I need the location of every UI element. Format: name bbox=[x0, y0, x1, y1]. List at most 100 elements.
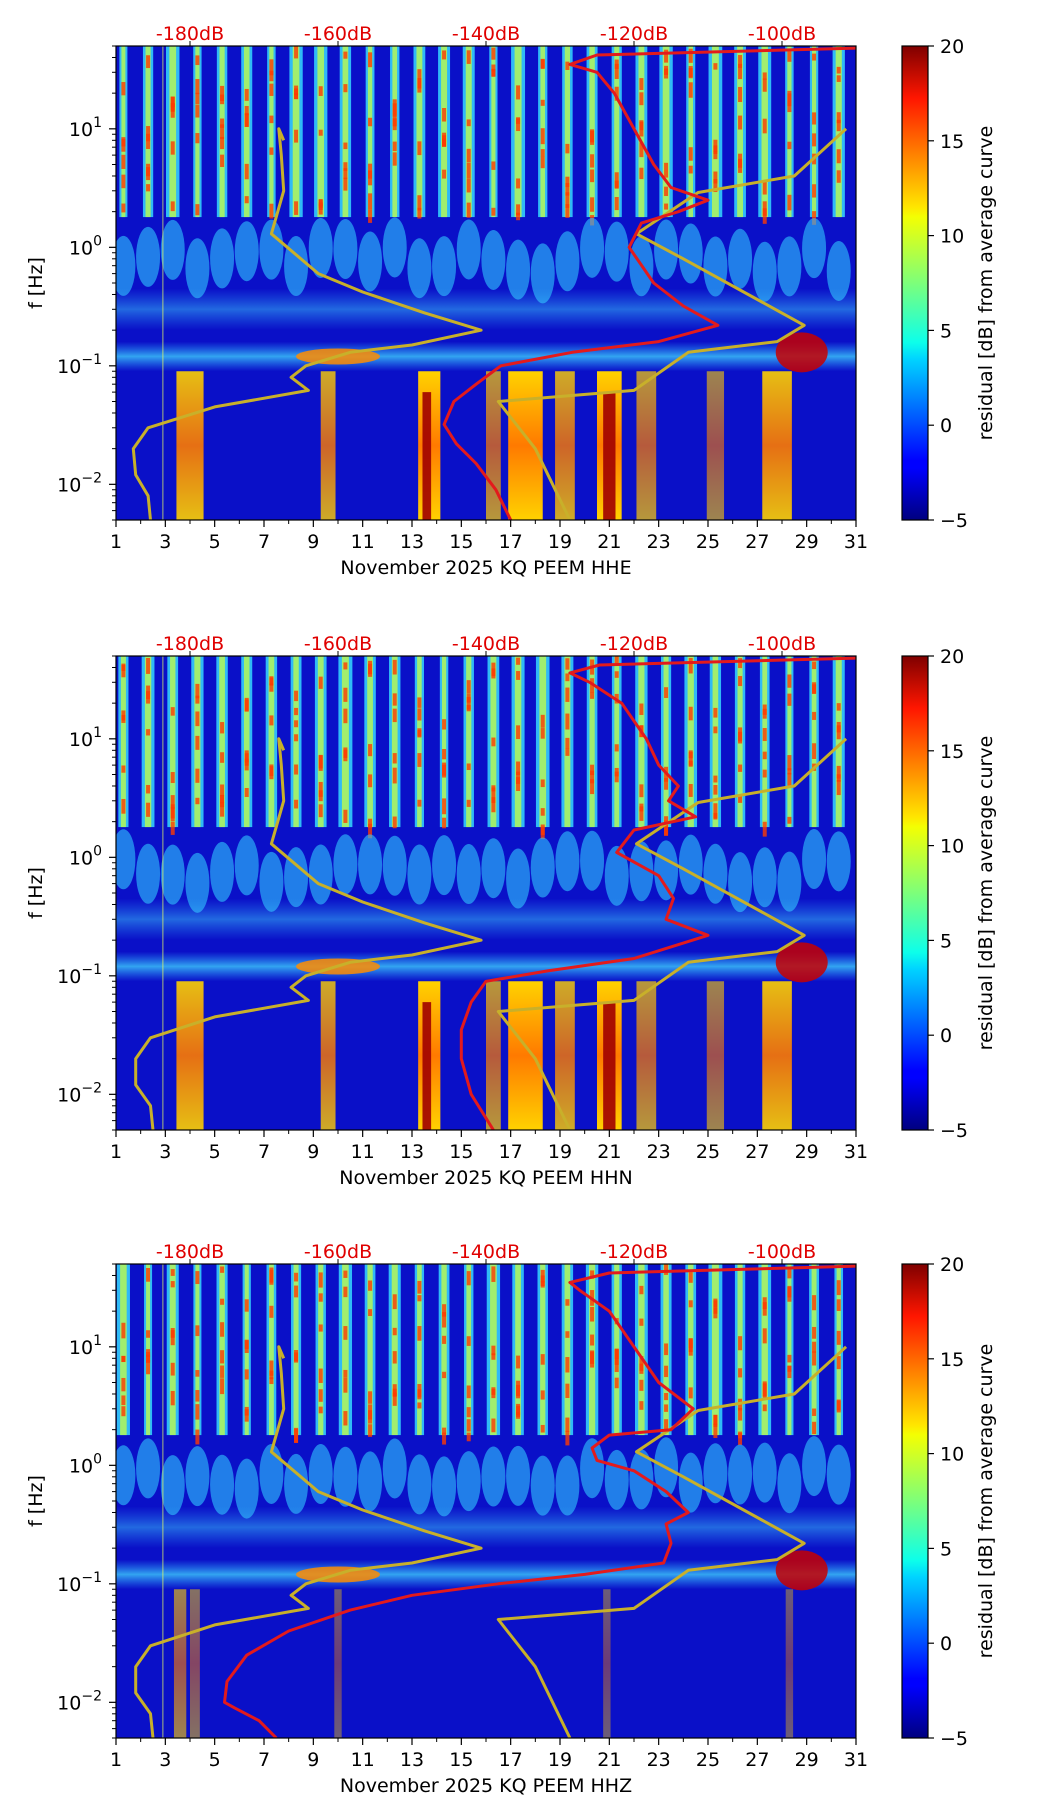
x-axis-title: November 2025 KQ PEEM HHN bbox=[339, 1167, 632, 1189]
x-tick-label: 17 bbox=[499, 531, 523, 553]
x-tick-label: 29 bbox=[795, 531, 819, 553]
x-axis-title: November 2025 KQ PEEM HHZ bbox=[340, 1775, 632, 1797]
x-tick-label: 11 bbox=[351, 531, 375, 553]
x-tick-label: 15 bbox=[449, 531, 473, 553]
colorbar-tick-label: 10 bbox=[940, 226, 964, 248]
colorbar-tick-label: 15 bbox=[940, 1349, 964, 1371]
y-tick-label: 10−2 bbox=[57, 470, 102, 496]
x-tick-label: 3 bbox=[159, 531, 171, 553]
colorbar: −5 0 5 10 15 20 residual [dB] from average cur… bbox=[901, 1254, 997, 1750]
colorbar-tick-label: 5 bbox=[940, 320, 952, 342]
x-tick-label: 23 bbox=[647, 531, 671, 553]
spectrogram-image bbox=[116, 1264, 856, 1738]
x-axis-title: November 2025 KQ PEEM HHE bbox=[340, 557, 631, 579]
top-axis-label: -100dB bbox=[748, 1241, 816, 1263]
top-axis-label: -180dB bbox=[156, 23, 224, 45]
y-tick-label: 100 bbox=[69, 233, 102, 259]
y-axis-title: f [Hz] bbox=[25, 867, 47, 919]
y-tick-label: 10−1 bbox=[57, 352, 102, 378]
colorbar-tick-label: 20 bbox=[940, 646, 964, 668]
x-tick-label: 5 bbox=[209, 1749, 221, 1771]
y-tick-label: 10−2 bbox=[57, 1080, 102, 1106]
colorbar-tick-label: 10 bbox=[940, 836, 964, 858]
red-curve bbox=[223, 1264, 856, 1738]
colorbar-tick-label: −5 bbox=[940, 1728, 968, 1750]
y-tick-label: 10−1 bbox=[57, 1570, 102, 1596]
colorbar-tick-label: 15 bbox=[940, 131, 964, 153]
colorbar-tick-label: 0 bbox=[940, 1633, 952, 1655]
colorbar: −5 0 5 10 15 20 residual [dB] from average cur… bbox=[901, 36, 997, 532]
x-tick-label: 31 bbox=[844, 531, 868, 553]
colorbar-tick-label: 0 bbox=[940, 1025, 952, 1047]
x-tick-label: 1 bbox=[110, 1749, 122, 1771]
colorbar-tick-label: 5 bbox=[940, 1538, 952, 1560]
top-axis-label: -160dB bbox=[304, 23, 372, 45]
colorbar-tick-label: −5 bbox=[940, 1120, 968, 1142]
x-tick-label: 7 bbox=[258, 1141, 270, 1163]
x-tick-label: 31 bbox=[844, 1141, 868, 1163]
x-tick-label: 11 bbox=[351, 1141, 375, 1163]
x-tick-label: 19 bbox=[548, 1141, 572, 1163]
red-curve bbox=[442, 46, 856, 520]
top-axis-label: -180dB bbox=[156, 633, 224, 655]
top-axis-label: -120dB bbox=[600, 23, 668, 45]
top-axis-label: -160dB bbox=[304, 1241, 372, 1263]
gold-curve-left bbox=[131, 127, 483, 520]
gold-curve-right bbox=[496, 127, 848, 520]
x-tick-label: 23 bbox=[647, 1141, 671, 1163]
panel-hhe: 1 3 5 7 9 11 13 15 17 19 21 23 25 27 29 3110−210−110010… bbox=[25, 23, 997, 579]
y-axis-title: f [Hz] bbox=[25, 1475, 47, 1527]
x-tick-label: 23 bbox=[647, 1749, 671, 1771]
colorbar-tick-label: 15 bbox=[940, 741, 964, 763]
x-tick-label: 13 bbox=[400, 1141, 424, 1163]
panel-hhn: 1 3 5 7 9 11 13 15 17 19 21 23 25 27 29 3110−210−110010… bbox=[25, 633, 997, 1189]
y-tick-label: 101 bbox=[69, 115, 102, 141]
x-tick-label: 9 bbox=[307, 1749, 319, 1771]
y-tick-label: 100 bbox=[69, 843, 102, 869]
y-tick-label: 101 bbox=[69, 725, 102, 751]
colorbar-title: residual [dB] from average curve bbox=[975, 1344, 997, 1659]
colorbar-gradient bbox=[901, 1263, 929, 1739]
x-tick-label: 17 bbox=[499, 1141, 523, 1163]
x-tick-label: 19 bbox=[548, 1749, 572, 1771]
spectrogram-image bbox=[116, 656, 856, 1130]
x-tick-label: 3 bbox=[159, 1749, 171, 1771]
colorbar-tick-label: 10 bbox=[940, 1444, 964, 1466]
red-curve bbox=[459, 656, 856, 1130]
x-tick-label: 21 bbox=[597, 1141, 621, 1163]
x-tick-label: 7 bbox=[258, 531, 270, 553]
x-tick-label: 9 bbox=[307, 1141, 319, 1163]
x-tick-label: 21 bbox=[597, 531, 621, 553]
y-tick-label: 100 bbox=[69, 1451, 102, 1477]
colorbar-gradient bbox=[901, 45, 929, 521]
x-tick-label: 27 bbox=[745, 531, 769, 553]
colorbar-tick-label: 0 bbox=[940, 415, 952, 437]
x-tick-label: 17 bbox=[499, 1749, 523, 1771]
x-tick-label: 13 bbox=[400, 1749, 424, 1771]
x-tick-label: 13 bbox=[400, 531, 424, 553]
top-axis-label: -140dB bbox=[452, 633, 520, 655]
panel-hhz: 1 3 5 7 9 11 13 15 17 19 21 23 25 27 29 3110−210−110010… bbox=[25, 1241, 997, 1797]
colorbar-gradient bbox=[901, 655, 929, 1131]
top-axis-label: -180dB bbox=[156, 1241, 224, 1263]
colorbar: −5 0 5 10 15 20 residual [dB] from average cur… bbox=[901, 646, 997, 1142]
top-axis-label: -140dB bbox=[452, 23, 520, 45]
colorbar-title: residual [dB] from average curve bbox=[975, 736, 997, 1051]
top-axis-label: -100dB bbox=[748, 633, 816, 655]
top-axis-label: -140dB bbox=[452, 1241, 520, 1263]
gold-curve-right bbox=[496, 1345, 848, 1738]
gold-curve-left bbox=[134, 737, 483, 1130]
x-tick-label: 29 bbox=[795, 1749, 819, 1771]
x-tick-label: 3 bbox=[159, 1141, 171, 1163]
top-axis-label: -120dB bbox=[600, 1241, 668, 1263]
x-tick-label: 25 bbox=[696, 531, 720, 553]
x-tick-label: 21 bbox=[597, 1749, 621, 1771]
x-tick-label: 7 bbox=[258, 1749, 270, 1771]
colorbar-tick-label: 5 bbox=[940, 930, 952, 952]
top-axis-label: -100dB bbox=[748, 23, 816, 45]
y-tick-label: 101 bbox=[69, 1333, 102, 1359]
x-tick-label: 5 bbox=[209, 1141, 221, 1163]
x-tick-label: 19 bbox=[548, 531, 572, 553]
x-tick-label: 15 bbox=[449, 1141, 473, 1163]
y-axis-title: f [Hz] bbox=[25, 257, 47, 309]
